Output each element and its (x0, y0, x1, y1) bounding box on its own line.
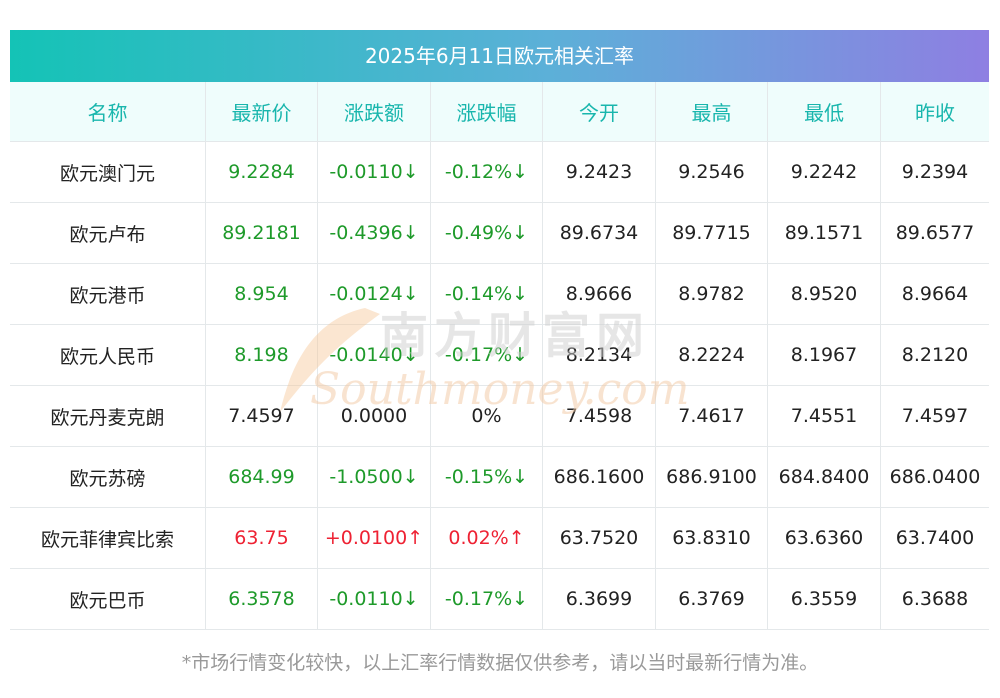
table-row: 欧元丹麦克朗 7.4597 0.0000 0% 7.4598 7.4617 7.4551 7.… (10, 385, 989, 447)
table-row: 欧元卢布 89.2181 -0.4396↓ -0.49%↓ 89.6734 89.7715… (10, 202, 989, 264)
header-pct: 涨跌幅 (430, 82, 543, 142)
cell-open: 9.2423 (542, 141, 656, 203)
table-row: 欧元苏磅 684.99 -1.0500↓ -0.15%↓ 686.1600 686.910… (10, 446, 989, 508)
header-open: 今开 (542, 82, 656, 142)
header-change: 涨跌额 (317, 82, 431, 142)
cell-name: 欧元丹麦克朗 (10, 385, 206, 447)
cell-name: 欧元巴币 (10, 568, 206, 630)
cell-high: 6.3769 (655, 568, 768, 630)
cell-prev: 8.2120 (880, 324, 989, 386)
cell-change: -0.0110↓ (317, 568, 431, 630)
cell-prev: 89.6577 (880, 202, 989, 264)
cell-high: 63.8310 (655, 507, 768, 569)
cell-latest: 9.2284 (205, 141, 318, 203)
cell-name: 欧元港币 (10, 263, 206, 325)
cell-open: 8.2134 (542, 324, 656, 386)
table-row: 欧元港币 8.954 -0.0124↓ -0.14%↓ 8.9666 8.9782 8.95… (10, 263, 989, 325)
cell-high: 686.9100 (655, 446, 768, 508)
cell-pct: -0.17%↓ (430, 324, 543, 386)
rates-table: 名称 最新价 涨跌额 涨跌幅 今开 最高 最低 昨收 欧元澳门元 9.2284 -0… (10, 82, 989, 630)
cell-low: 89.1571 (767, 202, 881, 264)
cell-high: 89.7715 (655, 202, 768, 264)
table-title: 2025年6月11日欧元相关汇率 (10, 30, 989, 82)
cell-open: 7.4598 (542, 385, 656, 447)
disclaimer-footer: *市场行情变化较快，以上汇率行情数据仅供参考，请以当时最新行情为准。 (181, 652, 819, 674)
rates-table-container: 2025年6月11日欧元相关汇率 名称 最新价 涨跌额 涨跌幅 今开 最高 最低… (10, 30, 989, 630)
cell-name: 欧元卢布 (10, 202, 206, 264)
cell-change: +0.0100↑ (317, 507, 431, 569)
cell-latest: 8.954 (205, 263, 318, 325)
table-body: 欧元澳门元 9.2284 -0.0110↓ -0.12%↓ 9.2423 9.2546 9.… (10, 141, 989, 630)
cell-low: 7.4551 (767, 385, 881, 447)
cell-open: 63.7520 (542, 507, 656, 569)
cell-change: -0.0110↓ (317, 141, 431, 203)
table-row: 欧元菲律宾比索 63.75 +0.0100↑ 0.02%↑ 63.7520 63.8310… (10, 507, 989, 569)
cell-high: 8.2224 (655, 324, 768, 386)
cell-low: 63.6360 (767, 507, 881, 569)
cell-open: 686.1600 (542, 446, 656, 508)
cell-latest: 89.2181 (205, 202, 318, 264)
cell-latest: 684.99 (205, 446, 318, 508)
cell-open: 6.3699 (542, 568, 656, 630)
cell-pct: 0.02%↑ (430, 507, 543, 569)
cell-high: 9.2546 (655, 141, 768, 203)
header-name: 名称 (10, 82, 206, 142)
cell-pct: 0% (430, 385, 543, 447)
table-row: 欧元澳门元 9.2284 -0.0110↓ -0.12%↓ 9.2423 9.2546 9.… (10, 141, 989, 203)
cell-pct: -0.49%↓ (430, 202, 543, 264)
cell-name: 欧元菲律宾比索 (10, 507, 206, 569)
cell-change: -0.0124↓ (317, 263, 431, 325)
cell-name: 欧元人民币 (10, 324, 206, 386)
cell-prev: 9.2394 (880, 141, 989, 203)
cell-high: 8.9782 (655, 263, 768, 325)
cell-latest: 8.198 (205, 324, 318, 386)
cell-low: 9.2242 (767, 141, 881, 203)
cell-low: 8.1967 (767, 324, 881, 386)
cell-open: 89.6734 (542, 202, 656, 264)
table-row: 欧元巴币 6.3578 -0.0110↓ -0.17%↓ 6.3699 6.3769 6.3… (10, 568, 989, 630)
cell-name: 欧元苏磅 (10, 446, 206, 508)
cell-high: 7.4617 (655, 385, 768, 447)
cell-prev: 7.4597 (880, 385, 989, 447)
cell-pct: -0.14%↓ (430, 263, 543, 325)
cell-name: 欧元澳门元 (10, 141, 206, 203)
cell-latest: 6.3578 (205, 568, 318, 630)
cell-prev: 6.3688 (880, 568, 989, 630)
cell-low: 8.9520 (767, 263, 881, 325)
cell-prev: 63.7400 (880, 507, 989, 569)
header-low: 最低 (767, 82, 881, 142)
cell-change: -1.0500↓ (317, 446, 431, 508)
cell-pct: -0.17%↓ (430, 568, 543, 630)
header-latest: 最新价 (205, 82, 318, 142)
table-row: 欧元人民币 8.198 -0.0140↓ -0.17%↓ 8.2134 8.2224 8.1… (10, 324, 989, 386)
cell-pct: -0.15%↓ (430, 446, 543, 508)
cell-low: 6.3559 (767, 568, 881, 630)
cell-prev: 8.9664 (880, 263, 989, 325)
cell-change: -0.4396↓ (317, 202, 431, 264)
header-high: 最高 (655, 82, 768, 142)
header-prev: 昨收 (880, 82, 989, 142)
cell-latest: 63.75 (205, 507, 318, 569)
cell-low: 684.8400 (767, 446, 881, 508)
cell-latest: 7.4597 (205, 385, 318, 447)
cell-change: -0.0140↓ (317, 324, 431, 386)
cell-prev: 686.0400 (880, 446, 989, 508)
cell-open: 8.9666 (542, 263, 656, 325)
cell-change: 0.0000 (317, 385, 431, 447)
header-row: 名称 最新价 涨跌额 涨跌幅 今开 最高 最低 昨收 (10, 82, 989, 142)
cell-pct: -0.12%↓ (430, 141, 543, 203)
